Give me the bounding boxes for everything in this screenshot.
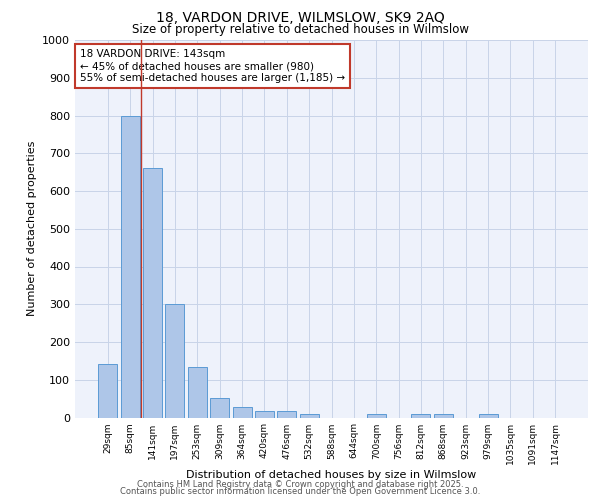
Text: 18, VARDON DRIVE, WILMSLOW, SK9 2AQ: 18, VARDON DRIVE, WILMSLOW, SK9 2AQ xyxy=(155,11,445,25)
Text: Contains public sector information licensed under the Open Government Licence 3.: Contains public sector information licen… xyxy=(120,487,480,496)
Bar xyxy=(233,407,251,418)
Text: Contains HM Land Registry data © Crown copyright and database right 2025.: Contains HM Land Registry data © Crown c… xyxy=(137,480,463,489)
Bar xyxy=(255,410,274,418)
Bar xyxy=(143,168,162,418)
Bar xyxy=(479,414,497,418)
Bar xyxy=(367,414,386,418)
X-axis label: Distribution of detached houses by size in Wilmslow: Distribution of detached houses by size … xyxy=(187,470,476,480)
Bar xyxy=(277,410,296,418)
Text: 18 VARDON DRIVE: 143sqm
← 45% of detached houses are smaller (980)
55% of semi-d: 18 VARDON DRIVE: 143sqm ← 45% of detache… xyxy=(80,50,345,82)
Bar xyxy=(210,398,229,417)
Bar xyxy=(166,304,184,418)
Bar xyxy=(434,414,453,418)
Y-axis label: Number of detached properties: Number of detached properties xyxy=(26,141,37,316)
Text: Size of property relative to detached houses in Wilmslow: Size of property relative to detached ho… xyxy=(131,22,469,36)
Bar xyxy=(98,364,118,418)
Bar xyxy=(412,414,430,418)
Bar xyxy=(188,366,207,418)
Bar xyxy=(121,116,140,418)
Bar xyxy=(299,414,319,418)
